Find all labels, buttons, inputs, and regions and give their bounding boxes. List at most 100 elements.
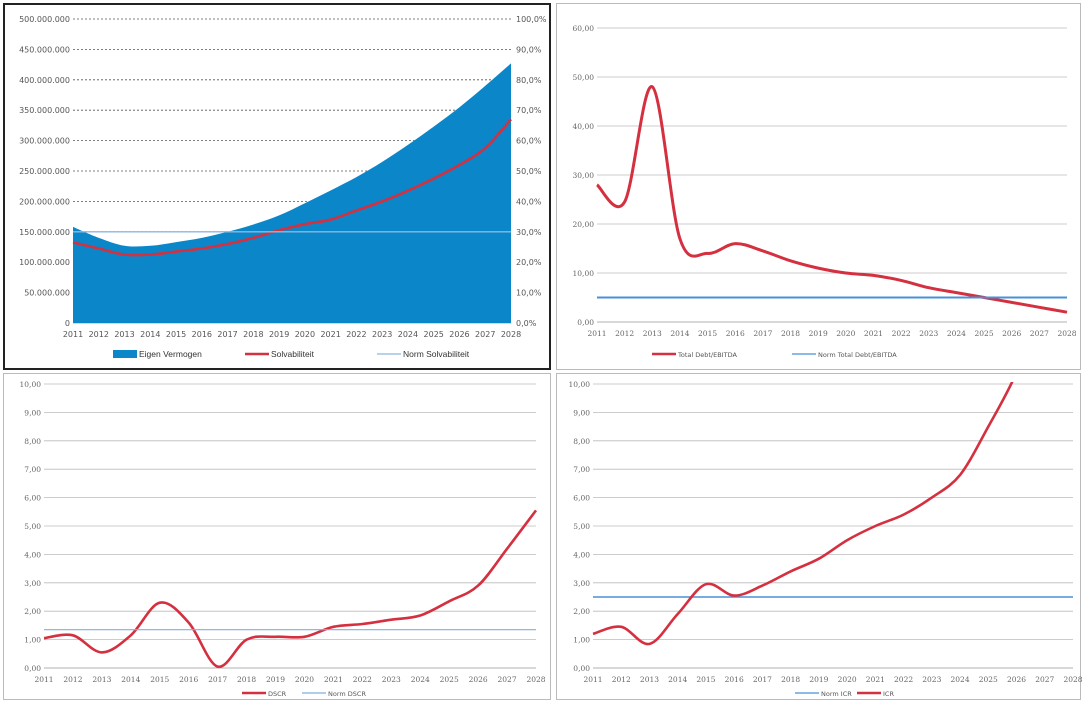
- y-tick-label: 200.000.000: [19, 197, 70, 206]
- x-tick-label: 2017: [208, 675, 227, 684]
- y2-tick-label: 90,0%: [516, 45, 542, 54]
- series-icr-line: [592, 382, 1014, 646]
- x-tick-label: 2011: [587, 329, 606, 338]
- x-tick-label: 2023: [922, 675, 941, 684]
- y2-tick-label: 20,0%: [516, 258, 542, 267]
- x-tick-label: 2024: [951, 675, 970, 684]
- y-tick-label: 300.000.000: [19, 137, 70, 146]
- x-tick-label: 2015: [150, 675, 169, 684]
- x-tick-label: 2026: [469, 675, 488, 684]
- x-tick-label: 2021: [324, 675, 343, 684]
- x-tick-label: 2013: [114, 330, 134, 339]
- x-tick-label: 2019: [809, 675, 828, 684]
- x-tick-label: 2027: [1030, 329, 1049, 338]
- y2-tick-label: 80,0%: [516, 76, 542, 85]
- x-tick-label: 2026: [1007, 675, 1026, 684]
- x-tick-label: 2012: [612, 675, 631, 684]
- y-tick-label: 40,00: [573, 122, 595, 131]
- x-tick-label: 2023: [372, 330, 392, 339]
- x-tick-label: 2018: [781, 675, 800, 684]
- x-tick-label: 2015: [696, 675, 715, 684]
- x-tick-label: 2028: [1057, 329, 1076, 338]
- y-tick-label: 150.000.000: [19, 228, 70, 237]
- y-tick-label: 10,00: [569, 380, 591, 389]
- x-tick-label: 2019: [269, 330, 289, 339]
- x-tick-label: 2016: [192, 330, 212, 339]
- y2-tick-label: 100,0%: [516, 15, 547, 24]
- y-tick-label: 100.000.000: [19, 258, 70, 267]
- y-tick-label: 350.000.000: [19, 106, 70, 115]
- x-tick-label: 2013: [92, 675, 111, 684]
- x-tick-label: 2019: [809, 329, 828, 338]
- y-tick-label: 0,00: [577, 318, 594, 327]
- y-tick-label: 30,00: [573, 171, 595, 180]
- x-tick-label: 2012: [63, 675, 82, 684]
- x-tick-label: 2025: [424, 330, 444, 339]
- y-tick-label: 2,00: [24, 607, 41, 616]
- x-tick-label: 2023: [919, 329, 938, 338]
- y-tick-label: 2,00: [573, 607, 590, 616]
- y-tick-label: 450.000.000: [19, 45, 70, 54]
- chart-2-svg: 0,00 10,00 20,00 30,00 40,00 50,00 60,00 2011 20…: [573, 24, 1077, 359]
- chart-dscr: 0,00 1,00 2,00 3,00 4,00 5,00 6,00 7,00 8,00 9,00…: [3, 373, 551, 700]
- x-tick-label: 2027: [1035, 675, 1054, 684]
- x-tick-label: 2027: [475, 330, 495, 339]
- y2-tick-label: 60,0%: [516, 137, 542, 146]
- y-tick-label: 20,00: [573, 220, 595, 229]
- legend-label-solvabiliteit: Solvabiliteit: [271, 349, 315, 359]
- x-tick-label: 2026: [449, 330, 469, 339]
- legend-label-norm-dscr: Norm DSCR: [328, 690, 366, 698]
- y-tick-label: 60,00: [573, 24, 595, 33]
- y-tick-label: 5,00: [24, 522, 41, 531]
- chart-icr: 0,00 1,00 2,00 3,00 4,00 5,00 6,00 7,00 8,00 9,00…: [556, 373, 1082, 700]
- x-tick-label: 2014: [121, 675, 140, 684]
- x-tick-label: 2011: [34, 675, 53, 684]
- y-tick-label: 9,00: [24, 408, 41, 417]
- y-tick-label: 3,00: [573, 579, 590, 588]
- x-tick-label: 2022: [353, 675, 372, 684]
- y2-tick-label: 70,0%: [516, 106, 542, 115]
- y-tick-label: 10,00: [20, 380, 42, 389]
- y-tick-label: 0,00: [24, 664, 41, 673]
- x-tick-label: 2012: [89, 330, 109, 339]
- legend-label-norm-solvabiliteit: Norm Solvabiliteit: [403, 349, 470, 359]
- legend-swatch-eigen-vermogen: [113, 350, 137, 358]
- x-tick-label: 2013: [640, 675, 659, 684]
- y-tick-label: 5,00: [573, 522, 590, 531]
- x-tick-label: 2026: [1002, 329, 1021, 338]
- y-tick-label: 10,00: [573, 269, 595, 278]
- x-tick-label: 2022: [894, 675, 913, 684]
- y-tick-label: 0: [65, 319, 70, 328]
- x-tick-label: 2019: [266, 675, 285, 684]
- x-tick-label: 2022: [346, 330, 366, 339]
- x-tick-label: 2011: [583, 675, 602, 684]
- series-eigen-vermogen-area: [73, 63, 511, 324]
- y-tick-label: 8,00: [24, 437, 41, 446]
- y2-tick-label: 10,0%: [516, 289, 542, 298]
- x-tick-label: 2011: [63, 330, 83, 339]
- x-tick-label: 2025: [440, 675, 459, 684]
- x-tick-label: 2018: [243, 330, 263, 339]
- x-tick-label: 2016: [179, 675, 198, 684]
- x-tick-label: 2028: [526, 675, 545, 684]
- x-tick-label: 2012: [615, 329, 634, 338]
- x-tick-label: 2016: [726, 329, 745, 338]
- x-tick-label: 2028: [501, 330, 521, 339]
- y-tick-label: 0,00: [573, 664, 590, 673]
- y2-tick-label: 0,0%: [516, 319, 537, 328]
- x-tick-label: 2016: [725, 675, 744, 684]
- y-tick-label: 7,00: [24, 465, 41, 474]
- x-tick-label: 2024: [398, 330, 418, 339]
- x-tick-label: 2028: [1063, 675, 1082, 684]
- x-tick-label: 2015: [166, 330, 186, 339]
- y-tick-label: 250.000.000: [19, 167, 70, 176]
- x-tick-label: 2015: [698, 329, 717, 338]
- x-tick-label: 2017: [217, 330, 237, 339]
- x-tick-label: 2014: [670, 329, 689, 338]
- x-tick-label: 2025: [975, 329, 994, 338]
- y2-tick-label: 30,0%: [516, 228, 542, 237]
- legend-label-norm-total-debt-ebitda: Norm Total Debt/EBITDA: [818, 351, 897, 359]
- chart-3-svg: 0,00 1,00 2,00 3,00 4,00 5,00 6,00 7,00 8,00 9,00…: [20, 380, 546, 698]
- y2-tick-label: 40,0%: [516, 197, 542, 206]
- legend-label-total-debt-ebitda: Total Debt/EBITDA: [677, 351, 737, 359]
